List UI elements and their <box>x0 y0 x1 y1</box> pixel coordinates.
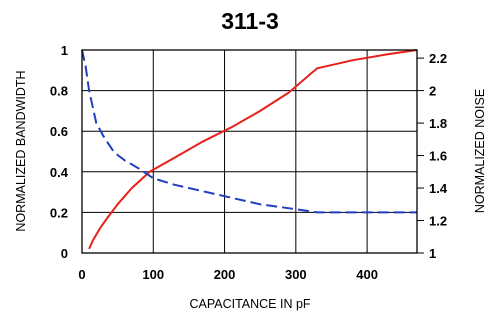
left-y-tick-label-2: 0.4 <box>50 165 69 180</box>
left-y-tick-label-4: 0.8 <box>50 84 68 99</box>
right-y-tick-label-5: 2 <box>429 84 436 99</box>
right-y-tick-label-2: 1.4 <box>429 181 448 196</box>
x-tick-label-2: 200 <box>214 267 236 282</box>
x-tick-label-3: 300 <box>285 267 307 282</box>
left-y-tick-labels: 0 0.2 0.4 0.6 0.8 1 <box>50 43 69 261</box>
right-y-tick-labels: 1 1.2 1.4 1.6 1.8 2 2.2 <box>417 51 448 261</box>
series-layer <box>81 49 418 250</box>
x-tick-label-1: 100 <box>142 267 164 282</box>
x-tick-labels: 0 100 200 300 400 <box>78 267 378 282</box>
x-tick-label-0: 0 <box>78 267 85 282</box>
x-axis-label: CAPACITANCE IN pF <box>189 297 310 311</box>
right-y-tick-label-0: 1 <box>429 246 436 261</box>
x-tick-label-4: 400 <box>356 267 378 282</box>
chart-title: 311-3 <box>221 8 279 34</box>
right-y-tick-label-6: 2.2 <box>429 51 447 66</box>
plot-frame <box>81 49 418 254</box>
left-y-tick-label-3: 0.6 <box>50 124 68 139</box>
right-y-tick-label-1: 1.2 <box>429 214 447 229</box>
left-y-tick-label-5: 1 <box>61 43 68 58</box>
right-y-tick-label-3: 1.6 <box>429 149 447 164</box>
grid <box>81 49 417 254</box>
bandwidth-series-line <box>88 49 418 250</box>
left-y-tick-label-0: 0 <box>61 246 68 261</box>
noise-series-line <box>81 49 417 214</box>
right-y-tick-label-4: 1.8 <box>429 116 447 131</box>
left-y-axis-label: NORMALIZED BANDWIDTH <box>14 70 28 231</box>
left-y-tick-label-1: 0.2 <box>50 205 68 220</box>
right-y-axis-label: NORMALIZED NOISE <box>473 89 487 213</box>
